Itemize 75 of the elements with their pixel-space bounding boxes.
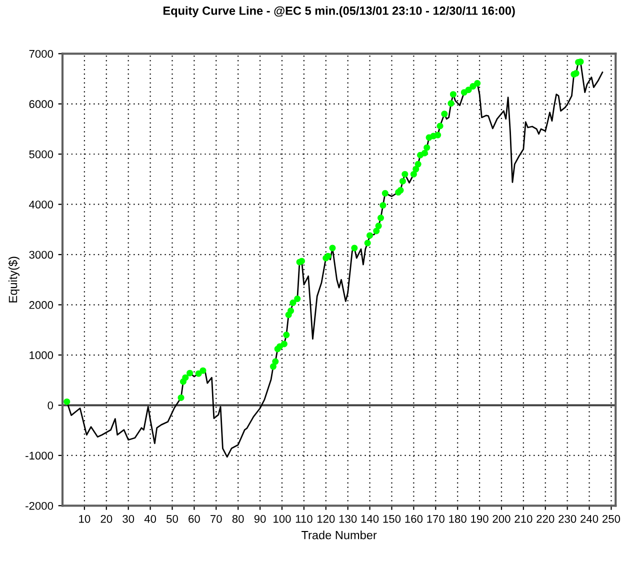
point — [436, 122, 444, 130]
x-tick-label: 240 — [580, 514, 598, 523]
y-tick-label: 2000 — [29, 301, 54, 309]
x-tick-label: 90 — [254, 514, 266, 523]
x-tick-label: 220 — [536, 514, 554, 523]
y-tick-label: 4000 — [29, 200, 54, 208]
point — [272, 358, 279, 365]
point — [448, 100, 454, 107]
point — [375, 222, 382, 230]
point — [414, 160, 422, 168]
x-tick-label: 160 — [405, 514, 423, 523]
x-tick-label: 80 — [232, 514, 244, 523]
point — [178, 394, 184, 401]
point — [470, 83, 476, 90]
y-tick-label: 1000 — [30, 351, 54, 360]
x-tick-label: 130 — [339, 514, 357, 523]
y-tick-label: 7000 — [29, 50, 54, 58]
x-tick-label: 250 — [602, 514, 620, 523]
point — [465, 86, 472, 94]
point — [298, 258, 306, 264]
point — [182, 374, 189, 381]
chart-title: Equity Curve Line - @EC 5 min.(05/13/01 23:10 - 12/30/11 16:00) — [164, 6, 515, 18]
x-tick-label: 50 — [166, 514, 178, 523]
x-tick-label: 210 — [514, 514, 532, 523]
point — [288, 308, 294, 314]
point — [441, 110, 448, 118]
x-tick-label: 10 — [79, 514, 90, 523]
point — [290, 300, 296, 306]
point — [412, 166, 420, 172]
point — [380, 202, 386, 209]
point — [421, 150, 428, 156]
point — [410, 170, 417, 178]
point — [283, 332, 290, 338]
point — [402, 170, 408, 178]
y-tick-label: -2000 — [26, 502, 54, 510]
x-tick-label: 20 — [100, 514, 112, 523]
point — [373, 228, 380, 234]
x-tick-label: 40 — [144, 514, 156, 523]
point — [382, 190, 388, 197]
y-tick-label: 3000 — [29, 250, 54, 259]
point — [280, 340, 288, 348]
y-axis-title: Equity($) — [8, 256, 20, 302]
x-tick-label: 190 — [471, 514, 488, 523]
x-tick-label: 180 — [449, 514, 466, 523]
x-tick-label: 60 — [188, 514, 200, 523]
point — [270, 363, 276, 370]
y-tick-label: 0 — [48, 402, 54, 410]
point — [294, 296, 301, 302]
x-tick-label: 100 — [274, 514, 291, 523]
x-tick-label: 110 — [296, 514, 312, 523]
x-tick-label: 150 — [383, 514, 401, 523]
x-tick-label: 230 — [558, 514, 576, 523]
point — [434, 132, 442, 138]
point — [186, 370, 194, 376]
x-tick-label: 170 — [427, 514, 444, 523]
x-axis-title: Trade Number — [302, 530, 377, 540]
point — [351, 244, 358, 252]
y-tick-label: 6000 — [29, 100, 54, 108]
point — [450, 91, 456, 98]
x-tick-label: 200 — [492, 514, 510, 523]
y-tick-label: 5000 — [29, 150, 54, 158]
x-tick-label: 140 — [361, 514, 379, 523]
point — [424, 144, 430, 151]
x-tick-label: 120 — [317, 514, 335, 523]
point — [366, 232, 374, 239]
point — [399, 178, 406, 184]
point — [64, 398, 70, 405]
point — [329, 244, 336, 252]
point — [378, 214, 384, 222]
y-tick-label: -1000 — [26, 452, 54, 460]
point — [364, 240, 371, 246]
point — [200, 367, 206, 374]
point — [474, 80, 481, 87]
x-tick-label: 70 — [210, 514, 222, 523]
x-tick-label: 30 — [122, 514, 134, 523]
